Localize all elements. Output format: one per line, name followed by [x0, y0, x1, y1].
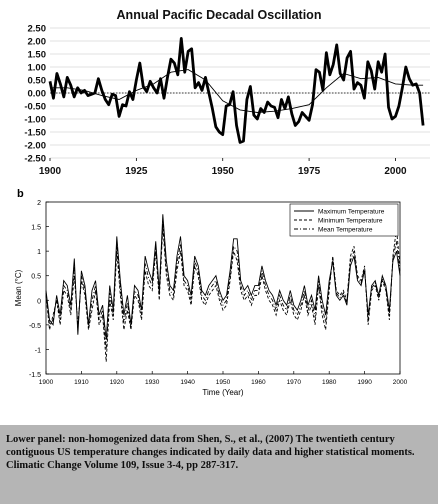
legend-label: Minimum Temperature [318, 218, 383, 225]
y-tick-label: 0 [37, 298, 41, 305]
x-tick-label: 1910 [74, 379, 89, 386]
y-tick-label: -1.5 [29, 372, 41, 379]
y-tick-label: -1 [35, 347, 41, 354]
y-tick-label: 0.00 [28, 89, 47, 100]
y-tick-label: -1.50 [24, 128, 46, 139]
x-tick-label: 1990 [357, 379, 372, 386]
x-tick-label: 1920 [110, 379, 125, 386]
y-tick-label: 1.00 [28, 63, 47, 74]
legend-label: Mean Temperature [318, 227, 373, 234]
y-tick-label: 2.50 [28, 24, 47, 35]
x-tick-label: 1925 [125, 166, 148, 177]
x-tick-label: 1950 [212, 166, 235, 177]
series-line-minimum-temperature [45, 226, 401, 362]
x-tick-label: 1950 [216, 379, 231, 386]
y-tick-label: -0.50 [24, 102, 46, 113]
series-line-mean-temperature [45, 221, 401, 350]
chart-title: Annual Pacific Decadal Oscillation [117, 8, 322, 22]
caption-text: Lower panel: non-homogenized data from S… [6, 434, 415, 471]
x-tick-label: 1960 [251, 379, 266, 386]
x-tick-label: 1940 [180, 379, 195, 386]
series-line-maximum-temperature [45, 214, 401, 340]
y-tick-label: 0.5 [31, 274, 41, 281]
x-tick-label: 1900 [39, 166, 62, 177]
legend-box [289, 203, 399, 237]
panel-label: b [17, 188, 24, 200]
legend-label: Maximum Temperature [318, 209, 385, 216]
y-tick-label: 1.50 [28, 50, 47, 61]
y-tick-label: 0.50 [28, 76, 47, 87]
x-tick-label: 1975 [298, 166, 321, 177]
pdo-chart: Annual Pacific Decadal Oscillation 2.50 2.… [24, 8, 430, 177]
y-tick-label: 1 [37, 249, 41, 256]
x-axis-label: Time (Year) [202, 388, 244, 397]
y-tick-label: -1.00 [24, 115, 46, 126]
pdo-chart-panel: Annual Pacific Decadal Oscillation 2.50 2.… [0, 0, 438, 185]
x-tick-label: 1980 [322, 379, 337, 386]
y-tick-label: -0.5 [29, 323, 41, 330]
pdo-smoothed-line [50, 69, 424, 113]
pdo-annual-line [48, 37, 425, 144]
y-tick-label: 1.5 [31, 225, 41, 232]
y-tick-label: 2.00 [28, 37, 47, 48]
x-tick-label: 2000 [393, 379, 408, 386]
x-tick-label: 2000 [384, 166, 407, 177]
y-tick-label: -2.50 [24, 154, 46, 165]
caption-box: Lower panel: non-homogenized data from S… [0, 425, 438, 504]
x-tick-label: 1900 [39, 379, 54, 386]
y-axis-label: Mean (°C) [14, 269, 23, 306]
us-temperature-chart-panel: b 2 1.5 1 0.5 0 -0.5 -1 -1.5 1900 1910 1920 1930 1940… [0, 185, 438, 425]
y-tick-label: -2.00 [24, 141, 46, 152]
y-tick-label: 2 [37, 200, 41, 207]
x-tick-label: 1930 [145, 379, 160, 386]
x-tick-label: 1970 [287, 379, 302, 386]
